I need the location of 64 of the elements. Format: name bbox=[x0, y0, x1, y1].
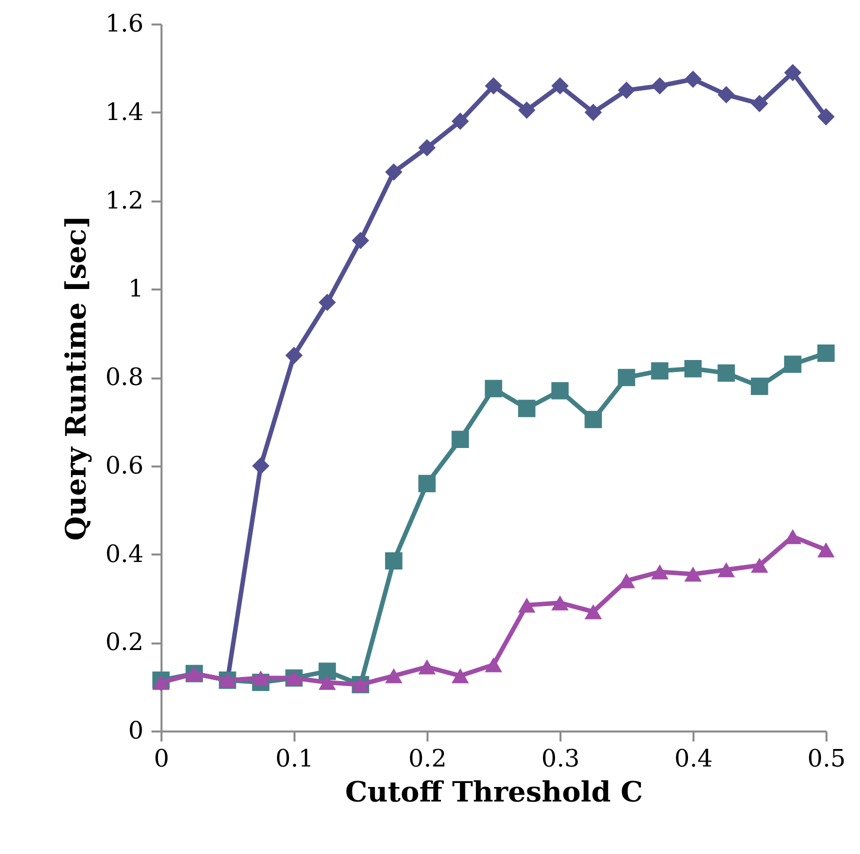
point bbox=[518, 598, 536, 613]
y-tick-label: 1.2 bbox=[105, 186, 144, 214]
y-tick-label: 0.2 bbox=[105, 628, 144, 656]
point bbox=[651, 362, 668, 380]
point bbox=[584, 410, 602, 428]
point bbox=[452, 112, 469, 130]
point bbox=[718, 86, 735, 104]
point bbox=[385, 163, 402, 181]
point bbox=[385, 552, 402, 570]
point bbox=[618, 368, 636, 386]
point bbox=[484, 77, 502, 95]
x-tick-label: 0 bbox=[154, 744, 170, 772]
point bbox=[385, 668, 402, 684]
point bbox=[684, 70, 702, 88]
y-tick-label: 0.4 bbox=[105, 540, 144, 568]
x-tick-label: 0.5 bbox=[807, 744, 846, 772]
point bbox=[452, 668, 469, 684]
y-tick-label: 1.6 bbox=[105, 10, 144, 38]
y-axis-title: Query Runtime [sec] bbox=[59, 215, 92, 541]
point bbox=[784, 356, 802, 373]
point bbox=[418, 659, 436, 674]
point bbox=[418, 139, 436, 156]
point bbox=[285, 346, 303, 364]
x-tick-label: 0.4 bbox=[674, 744, 713, 772]
point bbox=[318, 662, 336, 680]
y-tick-label: 0 bbox=[128, 716, 144, 744]
point bbox=[817, 108, 835, 126]
point bbox=[584, 604, 602, 620]
point bbox=[584, 104, 602, 122]
point bbox=[452, 430, 469, 448]
point bbox=[718, 364, 735, 382]
point bbox=[551, 595, 569, 610]
point bbox=[651, 77, 668, 95]
y-tick-label: 1.4 bbox=[105, 98, 144, 126]
x-axis-title: Cutoff Threshold C bbox=[345, 776, 643, 808]
point bbox=[750, 558, 768, 573]
y-tick-label: 0.8 bbox=[105, 363, 144, 391]
point bbox=[252, 670, 270, 686]
point bbox=[551, 77, 569, 95]
point bbox=[518, 102, 536, 119]
point bbox=[551, 382, 569, 400]
x-tick-label: 0.1 bbox=[275, 744, 314, 772]
point bbox=[817, 542, 835, 558]
x-tick-label: 0.3 bbox=[541, 744, 580, 772]
point bbox=[252, 457, 270, 475]
point bbox=[318, 674, 336, 690]
point bbox=[352, 232, 370, 250]
point bbox=[318, 294, 336, 312]
point bbox=[784, 64, 802, 82]
point bbox=[750, 94, 768, 112]
y-tick-label: 0.6 bbox=[105, 451, 144, 480]
point bbox=[750, 378, 768, 395]
point bbox=[684, 566, 702, 582]
point bbox=[651, 564, 668, 580]
point bbox=[418, 474, 436, 492]
y-tick-label: 1 bbox=[128, 274, 144, 303]
point bbox=[518, 400, 536, 418]
point bbox=[484, 380, 502, 398]
point bbox=[718, 562, 735, 578]
point bbox=[618, 82, 636, 99]
point bbox=[484, 657, 502, 672]
point bbox=[684, 360, 702, 378]
point bbox=[817, 344, 835, 362]
x-tick-label: 0.2 bbox=[408, 744, 447, 772]
